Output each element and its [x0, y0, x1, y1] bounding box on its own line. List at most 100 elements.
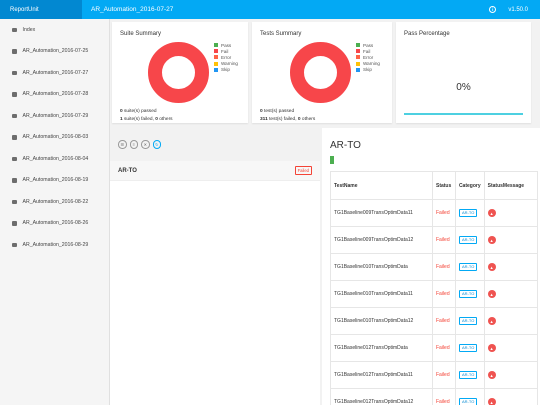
chart-legend: Pass Fail Error Warning Skip	[214, 42, 238, 73]
sidebar-item-label: AR_Automation_2016-08-22	[22, 198, 89, 205]
warning-icon[interactable]: ▲	[487, 209, 496, 217]
legend-swatch	[214, 61, 218, 66]
sidebar-item-label: AR_Automation_2016-07-27	[22, 69, 89, 76]
filter-all-button[interactable]: ☰	[118, 140, 127, 149]
column-header-status[interactable]: Status	[431, 171, 456, 200]
legend-label: Skip	[363, 67, 372, 73]
legend-item-fail: Fail	[214, 48, 238, 54]
column-header-statusmessage[interactable]: StatusMessage	[483, 171, 539, 200]
legend-label: Warning	[363, 61, 380, 67]
warning-icon[interactable]: ▲	[487, 290, 496, 298]
legend-item-skip: Skip	[356, 67, 380, 73]
report-icon	[12, 113, 17, 118]
status-text: Failed	[435, 264, 450, 270]
category-tag[interactable]: AR-TO	[458, 397, 478, 405]
legend-item-warning: Warning	[356, 61, 380, 67]
sidebar-item-report[interactable]: AR_Automation_2016-08-22	[0, 191, 109, 213]
table-row[interactable]: TG1Baseline010TransOptimData11 Failed AR-T…	[330, 280, 539, 308]
table-row[interactable]: TG1Baseline012TransOptimData11 Failed AR-T…	[330, 361, 539, 389]
test-name-cell: TG1Baseline012TransOptimData	[330, 334, 433, 362]
legend-swatch	[214, 67, 218, 72]
sidebar-item-label: AR_Automation_2016-07-25	[22, 48, 89, 55]
table-row[interactable]: TG1Baseline009TransOptimData11 Failed AR-T…	[330, 199, 539, 227]
legend-swatch	[214, 43, 218, 48]
category-tag[interactable]: AR-TO	[458, 208, 478, 218]
message-cell: ▲	[483, 199, 539, 227]
sidebar-item-report[interactable]: AR_Automation_2016-08-19	[0, 170, 109, 192]
filter-fail-button[interactable]: ✕	[141, 140, 150, 149]
category-tag[interactable]: AR-TO	[458, 316, 478, 326]
tests-summary-card: Tests Summary Pass Fail Error Warning Sk…	[252, 22, 392, 123]
status-cell: Failed	[431, 334, 456, 362]
warning-icon[interactable]: ▲	[487, 236, 496, 244]
category-tag[interactable]: AR-TO	[458, 370, 478, 380]
sidebar-item-report[interactable]: AR_Automation_2016-08-29	[0, 234, 109, 256]
category-tag[interactable]: AR-TO	[458, 289, 478, 299]
brand-logo[interactable]: ReportUnit	[0, 0, 82, 19]
suite-donut-chart	[148, 42, 209, 103]
table-row[interactable]: TG1Baseline012TransOptimData Failed AR-TO ▲	[330, 334, 539, 362]
table-row[interactable]: TG1Baseline010TransOptimData Failed AR-TO ▲	[330, 253, 539, 281]
sidebar-item-report[interactable]: AR_Automation_2016-07-27	[0, 62, 109, 84]
warning-icon[interactable]: ▲	[487, 317, 496, 325]
category-tag[interactable]: AR-TO	[458, 262, 478, 272]
status-cell: Failed	[431, 307, 456, 335]
filter-pass-button[interactable]: ≡	[129, 140, 138, 149]
column-header-testname[interactable]: TestName	[330, 171, 433, 200]
report-icon	[12, 178, 17, 183]
suite-list-panel: AR-TO Failed	[110, 161, 320, 405]
report-icon	[12, 221, 17, 226]
message-cell: ▲	[483, 226, 539, 254]
sidebar: Index AR_Automation_2016-07-25 AR_Automa…	[0, 19, 110, 405]
test-name-cell: TG1Baseline012TransOptimData11	[330, 361, 433, 389]
top-bar: ReportUnit AR_Automation_2016-07-27 i v1…	[0, 0, 540, 19]
filter-toolbar: ☰ ≡ ✕ ↻	[118, 140, 161, 149]
status-text: Failed	[435, 291, 450, 297]
report-icon	[12, 135, 17, 140]
message-cell: ▲	[483, 334, 539, 362]
warning-icon[interactable]: ▲	[487, 263, 496, 271]
chart-legend: Pass Fail Error Warning Skip	[356, 42, 380, 73]
legend-label: Error	[221, 54, 232, 60]
sidebar-item-index[interactable]: Index	[0, 19, 109, 41]
passed-summary: 0 suite(s) passed	[120, 109, 157, 114]
card-title: Pass Percentage	[404, 31, 450, 37]
table-row[interactable]: TG1Baseline009TransOptimData12 Failed AR-T…	[330, 226, 539, 254]
legend-label: Error	[363, 54, 374, 60]
suite-list-item[interactable]: AR-TO Failed	[110, 161, 320, 181]
report-icon	[12, 27, 17, 32]
sidebar-item-label: AR_Automation_2016-08-26	[22, 220, 89, 227]
legend-label: Pass	[363, 42, 374, 48]
status-cell: Failed	[431, 361, 456, 389]
category-cell: AR-TO	[454, 226, 485, 254]
failed-summary: 311 test(s) failed, 0 others	[260, 117, 316, 122]
sidebar-item-report[interactable]: AR_Automation_2016-07-28	[0, 84, 109, 106]
legend-swatch	[356, 61, 360, 66]
sidebar-item-report[interactable]: AR_Automation_2016-08-04	[0, 148, 109, 170]
column-header-category[interactable]: Category	[454, 171, 485, 200]
legend-swatch	[356, 43, 360, 48]
sidebar-item-label: AR_Automation_2016-07-28	[22, 91, 89, 98]
sidebar-item-report[interactable]: AR_Automation_2016-08-03	[0, 127, 109, 149]
card-title: Suite Summary	[120, 31, 162, 37]
category-tag[interactable]: AR-TO	[458, 235, 478, 245]
sidebar-item-report[interactable]: AR_Automation_2016-07-25	[0, 41, 109, 63]
table-row[interactable]: TG1Baseline012TransOptimData12 Failed AR-T…	[330, 388, 539, 405]
sidebar-item-report[interactable]: AR_Automation_2016-07-29	[0, 105, 109, 127]
report-icon	[12, 242, 17, 247]
category-cell: AR-TO	[454, 361, 485, 389]
info-icon[interactable]: i	[489, 6, 497, 13]
test-name-cell: TG1Baseline010TransOptimData11	[330, 280, 433, 308]
filter-refresh-button[interactable]: ↻	[152, 140, 161, 149]
legend-item-fail: Fail	[356, 48, 380, 54]
warning-icon[interactable]: ▲	[487, 344, 496, 352]
warning-icon[interactable]: ▲	[487, 371, 496, 379]
passed-summary: 0 test(s) passed	[260, 109, 295, 114]
sidebar-item-report[interactable]: AR_Automation_2016-08-26	[0, 213, 109, 235]
status-cell: Failed	[431, 253, 456, 281]
table-row[interactable]: TG1Baseline010TransOptimData12 Failed AR-T…	[330, 307, 539, 335]
status-cell: Failed	[431, 199, 456, 227]
category-tag[interactable]: AR-TO	[458, 343, 478, 353]
warning-icon[interactable]: ▲	[487, 398, 496, 405]
pass-percentage-bar	[404, 113, 523, 115]
